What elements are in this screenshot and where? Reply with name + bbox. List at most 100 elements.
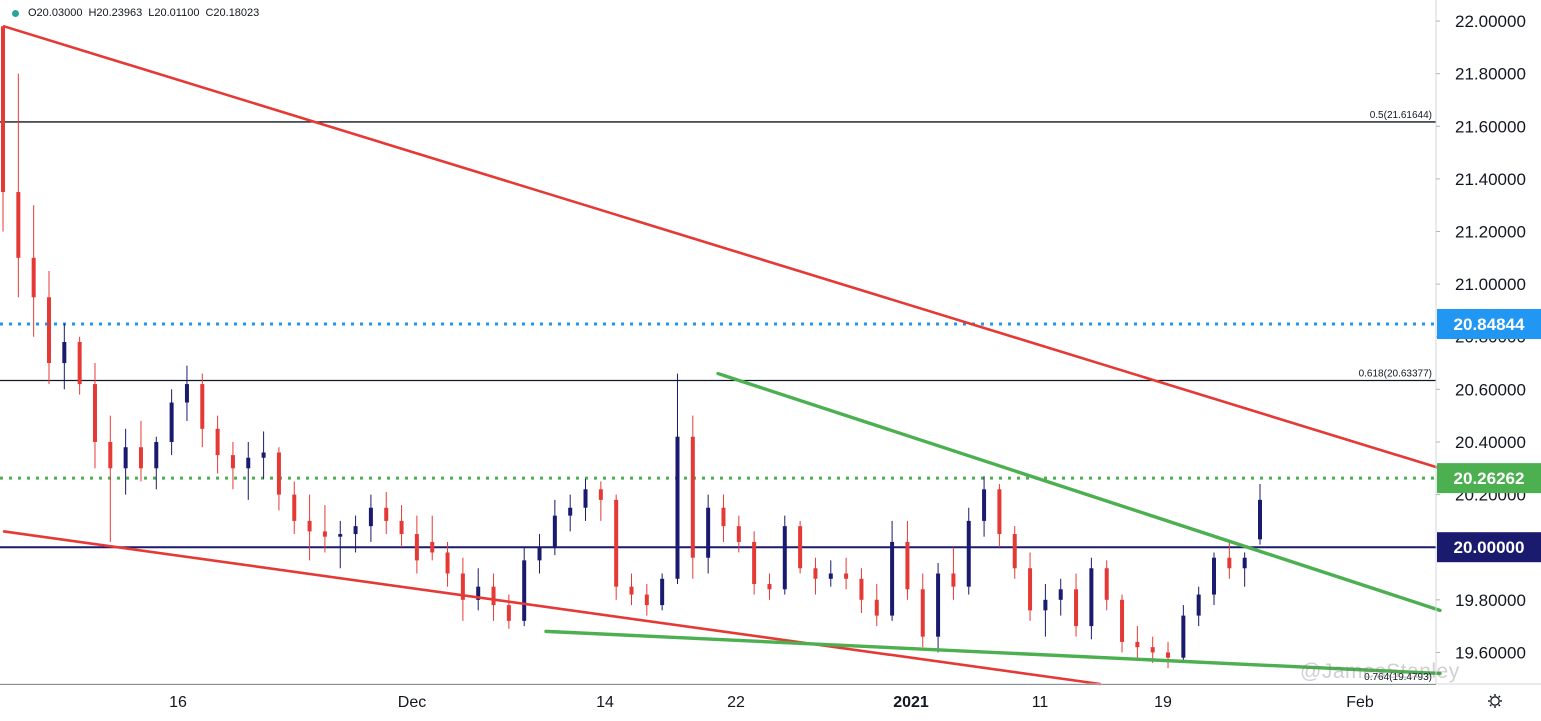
candle-body [522, 560, 527, 621]
candle [905, 520, 910, 600]
price-tick-label: 20.60000 [1455, 380, 1526, 399]
blue-dotted-price-badge[interactable]: 20.84844 [1437, 308, 1541, 339]
candle-body [246, 457, 251, 469]
price-badge-label: 20.26262 [1454, 469, 1525, 488]
candle [859, 568, 864, 613]
price-tick-label: 21.40000 [1455, 170, 1526, 189]
wedge-top-trendline[interactable] [716, 371, 1442, 613]
candle-body [1227, 557, 1232, 569]
candle-body [660, 578, 665, 606]
candle-body [951, 573, 956, 587]
candle [1166, 641, 1171, 669]
candle-body [184, 384, 189, 403]
candle-body [568, 507, 573, 516]
candle [399, 505, 404, 548]
price-tick-label: 22.00000 [1455, 12, 1526, 31]
time-tick-label: 22 [727, 694, 745, 711]
candle-body [552, 515, 557, 548]
candle-body [1012, 534, 1017, 569]
candle [982, 476, 987, 537]
candle-body [767, 584, 772, 590]
candle [583, 478, 588, 521]
candle [384, 491, 389, 535]
candle-body [31, 257, 36, 298]
candle [844, 557, 849, 590]
candle [184, 365, 189, 421]
candle-body [1212, 557, 1217, 595]
level-20-price-badge[interactable]: 20.00000 [1437, 532, 1541, 563]
candle [874, 584, 879, 627]
price-tick-label: 21.60000 [1455, 117, 1526, 136]
candle-body [537, 547, 542, 561]
candle [1227, 541, 1232, 579]
candle [246, 441, 251, 500]
candle-body [1166, 652, 1171, 658]
candle-body [399, 520, 404, 535]
candle [46, 270, 51, 385]
wedge-bottom-trendline[interactable] [544, 629, 1442, 676]
candle-body [936, 573, 941, 637]
candle-body [736, 526, 741, 542]
price-tick-label: 19.80000 [1455, 591, 1526, 610]
candle [675, 373, 680, 585]
candle-body [782, 526, 787, 590]
gear-icon[interactable] [1488, 694, 1502, 708]
candle [997, 484, 1002, 548]
candle-body [261, 452, 266, 458]
candle-body [1196, 594, 1201, 616]
candle [445, 541, 450, 587]
ohlc-close: C20.18023 [205, 7, 260, 19]
candle-body [1104, 568, 1109, 600]
green-dotted-price-badge[interactable]: 20.26262 [1437, 463, 1541, 494]
candle-body [154, 441, 159, 469]
ohlc-low: L20.01100 [148, 7, 200, 19]
fib-0.5-label: 0.5(21.61644) [1370, 110, 1432, 121]
candle-body [583, 489, 588, 508]
candle [690, 415, 695, 579]
candle-body [997, 489, 1002, 535]
candle-body [798, 526, 803, 569]
candle [951, 547, 956, 600]
candle-body [1258, 499, 1262, 540]
time-axis[interactable]: 16 Dec 14 22 2021 11 19 Feb [169, 694, 1374, 711]
candle [62, 323, 67, 390]
candle [1104, 560, 1109, 611]
candle [338, 520, 343, 569]
candle-body [859, 578, 864, 600]
ohlc-open: O20.03000 [28, 7, 83, 19]
price-badge-bg [1437, 532, 1541, 563]
time-tick-label: 19 [1154, 694, 1172, 711]
candle [1135, 626, 1140, 658]
candle [522, 547, 527, 627]
candle [828, 560, 833, 587]
price-tick-label: 21.20000 [1455, 223, 1526, 242]
candle [568, 494, 573, 532]
candle [31, 205, 36, 337]
candle-body [506, 605, 511, 621]
status-dot-icon[interactable] [8, 6, 22, 20]
candle [200, 373, 205, 448]
fib-0.618-label: 0.618(20.63377) [1359, 368, 1432, 379]
candle-body [108, 441, 113, 469]
candle-body [77, 342, 82, 385]
candle-body [384, 507, 389, 521]
candle-body [644, 594, 649, 606]
lower-support-trendline[interactable] [2, 530, 1102, 686]
candle-body [200, 384, 205, 429]
candle [1258, 484, 1262, 545]
candle-body [1242, 557, 1247, 569]
candle [77, 336, 82, 395]
candle-body [813, 568, 818, 579]
candle-body [46, 297, 51, 364]
candle [1028, 552, 1033, 621]
candle-body [1043, 599, 1048, 611]
candle [614, 494, 619, 600]
candle [1, 26, 5, 232]
upper-resistance-trendline[interactable] [2, 25, 1442, 470]
candle-body [1120, 599, 1125, 642]
candle-body [353, 526, 358, 535]
candle-body [874, 599, 879, 616]
candle-body [491, 586, 496, 606]
